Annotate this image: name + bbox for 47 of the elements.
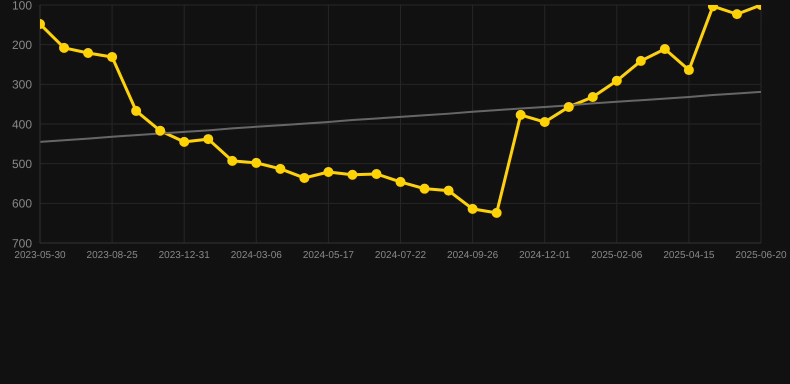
point xyxy=(203,134,214,144)
point xyxy=(251,158,262,168)
x-tick-label: 2024-05-17 xyxy=(302,250,354,262)
point xyxy=(516,110,526,120)
point xyxy=(468,204,478,214)
y-tick-label: 600 xyxy=(12,196,32,211)
point xyxy=(636,56,646,66)
point xyxy=(396,176,406,187)
point xyxy=(660,44,670,54)
point xyxy=(564,102,574,112)
point xyxy=(323,166,334,177)
x-tick-label: 2023-05-30 xyxy=(14,250,66,262)
point xyxy=(299,172,310,183)
point xyxy=(588,92,598,102)
x-tick-label: 2025-06-20 xyxy=(735,250,788,262)
point xyxy=(179,136,190,147)
point xyxy=(444,186,454,196)
y-tick-label: 500 xyxy=(12,156,32,171)
point xyxy=(732,9,742,20)
point xyxy=(492,208,502,218)
y-tick-label: 700 xyxy=(12,236,32,250)
x-tick-label: 2025-02-06 xyxy=(591,250,643,262)
y-tick-label: 100 xyxy=(12,0,32,12)
point xyxy=(227,156,238,166)
point xyxy=(155,126,166,136)
x-tick-label: 2025-04-15 xyxy=(663,250,715,262)
y-tick-label: 400 xyxy=(12,117,32,132)
point xyxy=(540,117,550,128)
x-tick-label: 2023-08-25 xyxy=(86,250,138,262)
line-series xyxy=(40,90,761,143)
y-tick-label: 300 xyxy=(12,78,32,92)
point xyxy=(371,168,382,179)
x-tick-label: 2023-12-31 xyxy=(158,250,210,262)
x-tick-label: 2024-12-01 xyxy=(519,250,571,262)
point xyxy=(347,170,358,180)
point xyxy=(275,164,286,174)
point xyxy=(131,106,142,116)
point xyxy=(420,184,430,194)
point xyxy=(83,48,94,58)
x-tick-label: 2024-07-22 xyxy=(374,250,427,262)
x-tick-label: 2024-03-06 xyxy=(230,250,282,262)
point xyxy=(59,42,70,53)
point xyxy=(107,52,118,62)
point xyxy=(612,76,622,86)
y-tick-label: 200 xyxy=(12,38,32,52)
x-tick-label: 2024-09-26 xyxy=(447,250,499,262)
point xyxy=(684,65,694,76)
